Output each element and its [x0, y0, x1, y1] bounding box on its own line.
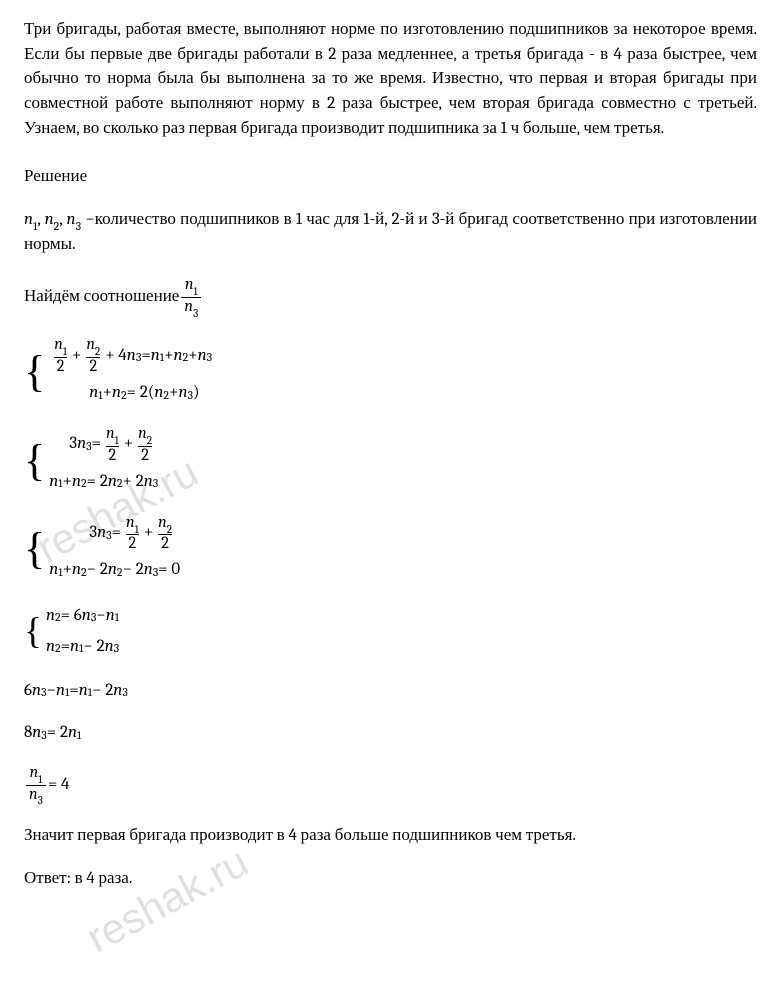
var-n3: n — [67, 210, 76, 229]
equation-system-3: { 3n3 = n12 + n22 n1 + n2 − 2 n2 − 2 n3 … — [24, 514, 757, 585]
variables-definition: n1, n2, n3 −количество подшипников в 1 ч… — [24, 208, 757, 258]
equation-row: n1 + n2 − 2 n2 − 2 n3 = 0 — [49, 557, 180, 584]
equation-row: n1 + n2 = 2( n2 + n3) — [49, 380, 212, 407]
answer: Ответ: в 4 раза. — [24, 867, 757, 892]
sub: 3 — [193, 307, 198, 320]
equation-row: n2 = n1 − 2 n3 — [46, 633, 119, 660]
sub: 3 — [76, 219, 81, 233]
equation-row: n12 + n22 + 4n3 = n1 + n2 + n3 — [49, 336, 212, 375]
equation-system-1: { n12 + n22 + 4n3 = n1 + n2 + n3 n1 + n2… — [24, 336, 757, 407]
equation-row: 3n3 = n12 + n22 — [49, 425, 158, 464]
sub: 1 — [33, 219, 37, 233]
fraction: n1 n3 — [181, 276, 201, 318]
var-n1: n — [24, 210, 33, 229]
brace-icon: { — [24, 336, 45, 407]
equation-line: 8n3 = 2 n1 — [24, 721, 757, 746]
equation-row: n1 + n2 = 2 n2 + 2 n3 — [49, 468, 158, 495]
var-n2: n — [45, 210, 54, 229]
var: n — [184, 297, 193, 316]
equation-row: n2 = 6 n3 − n1 — [46, 602, 119, 629]
conclusion: Значит первая бригада производит в 4 раз… — [24, 824, 757, 849]
brace-icon: { — [24, 602, 42, 660]
problem-statement: Три бригады, работая вместе, выполняют н… — [24, 18, 757, 141]
var: n — [185, 275, 194, 294]
text: , — [37, 210, 44, 229]
brace-icon: { — [24, 514, 45, 585]
sub: 1 — [194, 285, 198, 298]
find-ratio-line: Найдём соотношение n1 n3 — [24, 276, 757, 318]
text: , — [59, 210, 66, 229]
solution-heading: Решение — [24, 165, 757, 190]
text: −количество подшипников в 1 час для 1-й,… — [24, 210, 757, 255]
sub: 2 — [54, 219, 60, 233]
equation-system-4: { n2 = 6 n3 − n1 n2 = n1 − 2 n3 — [24, 602, 757, 660]
equation-row: 3n3 = n12 + n22 — [49, 514, 180, 553]
final-ratio: n1 n3 = 4 — [24, 764, 757, 806]
equation-system-2: { 3n3 = n12 + n22 n1 + n2 = 2 n2 + 2 n3 — [24, 425, 757, 496]
equation-line: 6n3 − n1 = n1 − 2 n3 — [24, 679, 757, 704]
brace-icon: { — [24, 425, 45, 496]
watermark: reshak.ru — [76, 832, 259, 968]
text: Найдём соотношение — [24, 285, 179, 310]
